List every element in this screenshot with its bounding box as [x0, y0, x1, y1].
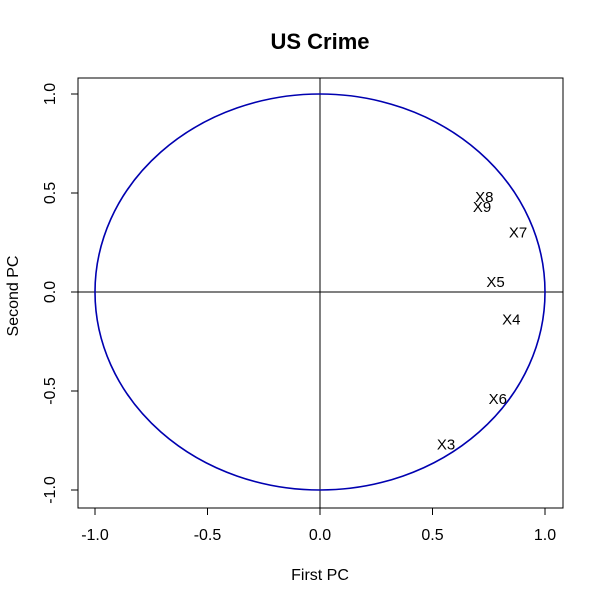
y-tick-label: 0.0: [42, 281, 59, 303]
point-label-x5: X5: [486, 274, 504, 291]
point-label-x9: X9: [473, 199, 491, 216]
y-tick-label: 0.5: [42, 182, 59, 204]
point-label-x6: X6: [489, 391, 507, 408]
y-tick-label: -1.0: [42, 476, 59, 504]
x-tick-label: 0.0: [309, 527, 331, 544]
chart-title: US Crime: [270, 29, 369, 54]
point-label-x8: X8: [475, 189, 493, 206]
y-tick-label: 1.0: [42, 83, 59, 105]
point-label-x4: X4: [502, 312, 520, 329]
x-tick-label: -1.0: [81, 527, 109, 544]
unit-circle: [94, 93, 546, 491]
y-axis-label: Second PC: [5, 256, 22, 337]
point-label-x7: X7: [509, 225, 527, 242]
y-tick-label: -0.5: [42, 377, 59, 405]
x-tick-label: 1.0: [534, 527, 556, 544]
x-tick-label: 0.5: [421, 527, 443, 544]
x-tick-label: -0.5: [194, 527, 222, 544]
point-label-x3: X3: [437, 436, 455, 453]
x-axis-label: First PC: [291, 567, 349, 584]
